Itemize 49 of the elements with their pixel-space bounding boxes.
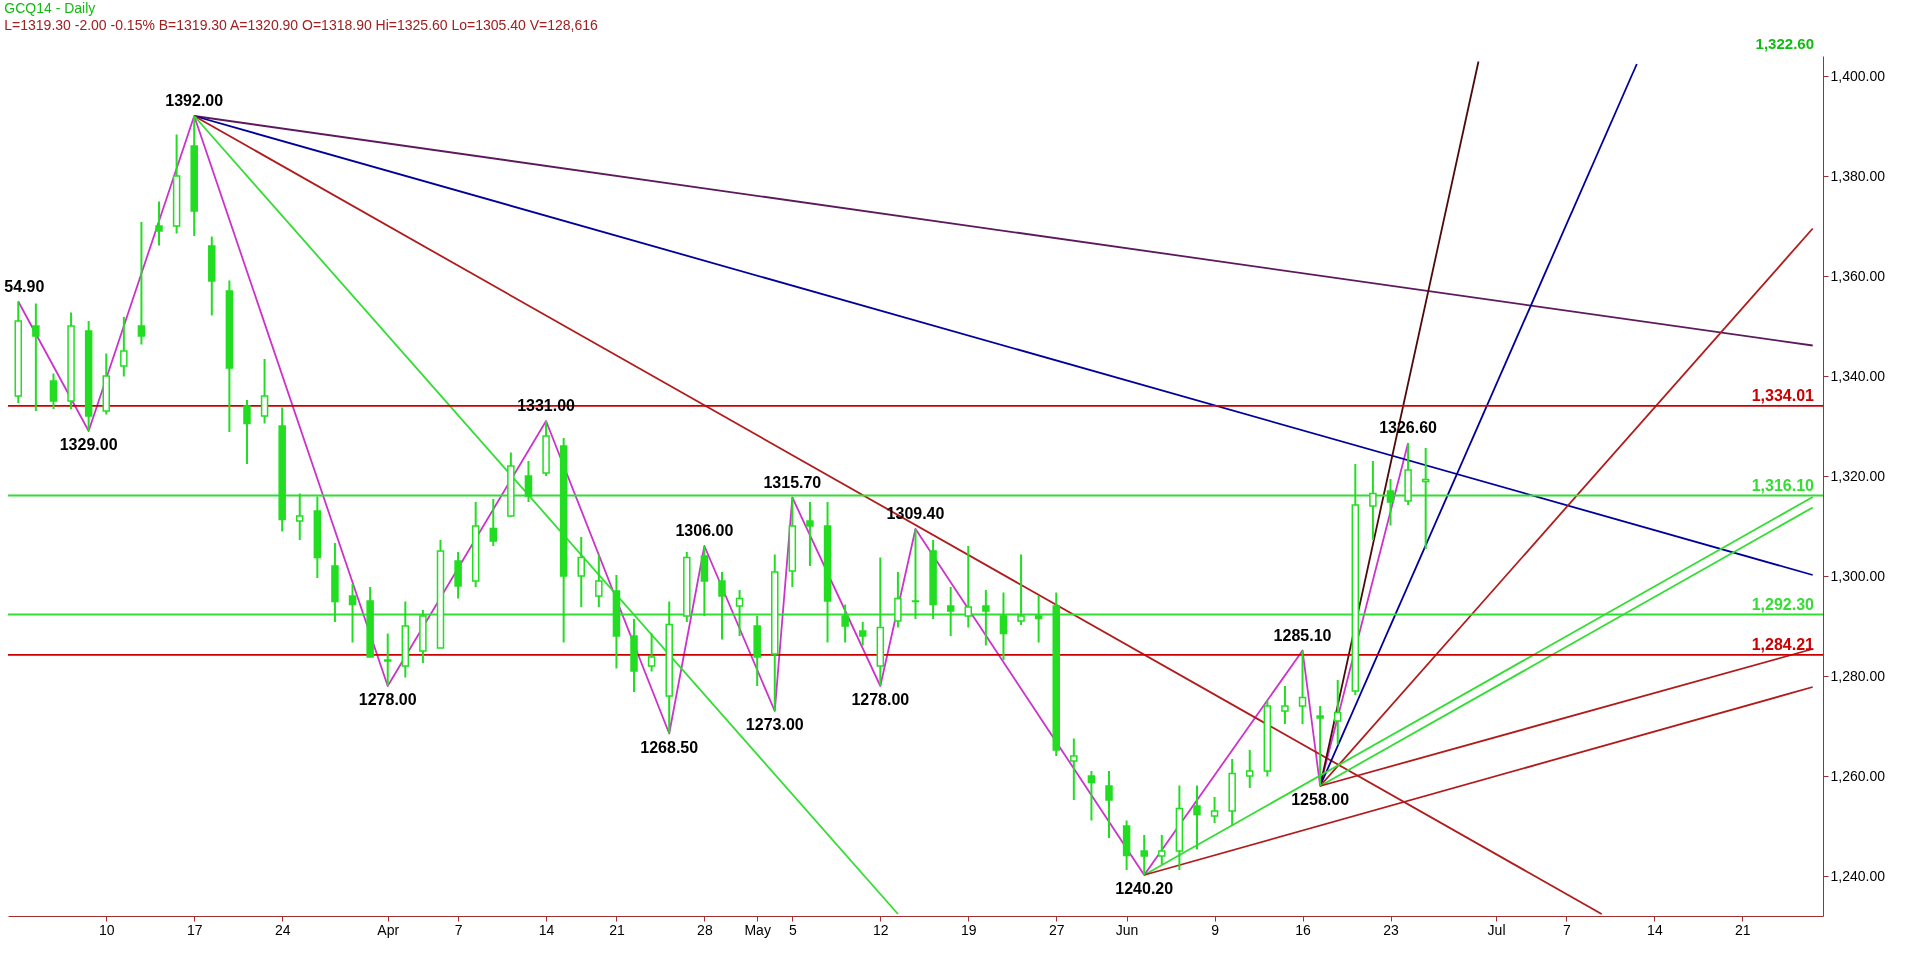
ref-line-label: 1,316.10 [1751, 476, 1815, 494]
annotation: 1392.00 [165, 92, 224, 109]
x-tick-label: 24 [274, 921, 291, 938]
annotation: 54.90 [4, 277, 45, 295]
chart-title: GCQ14 - Daily [4, 0, 96, 16]
annotation: 1278.00 [851, 691, 910, 708]
y-tick-label: 1,260.00 [1830, 767, 1886, 784]
annotation: 1268.50 [640, 738, 699, 756]
y-tick-label: 1,280.00 [1830, 667, 1886, 684]
y-tick-label: 1,400.00 [1830, 67, 1886, 84]
x-tick-label: Jun [1115, 921, 1139, 938]
x-tick-label: 21 [609, 921, 625, 938]
x-tick-label: 23 [1383, 921, 1399, 938]
annotation: 1285.10 [1273, 626, 1332, 644]
x-tick-label: May [744, 921, 771, 938]
y-tick-label: 1,380.00 [1830, 167, 1886, 184]
x-tick-label: 19 [960, 921, 977, 938]
text: 1,322.60 [1755, 35, 1814, 52]
ref-line-label: 1,284.21 [1751, 635, 1815, 653]
y-tick-label: 1,320.00 [1830, 467, 1886, 484]
x-tick-label: 21 [1735, 921, 1751, 938]
annotation: 1315.70 [763, 473, 822, 491]
y-tick-label: 1,300.00 [1830, 567, 1886, 584]
x-tick-label: 17 [186, 921, 203, 938]
ref-line-label: 1,292.30 [1751, 595, 1815, 613]
annotation: 1273.00 [745, 716, 804, 733]
y-tick-label: 1,340.00 [1830, 367, 1886, 384]
annotation: 1240.20 [1115, 880, 1174, 897]
x-tick-label: 16 [1295, 921, 1312, 938]
x-tick-label: Jul [1487, 921, 1506, 938]
annotation: 1258.00 [1291, 791, 1350, 808]
x-tick-label: Apr [377, 921, 400, 938]
x-tick-label: 9 [1211, 921, 1220, 938]
chart-subtitle: L=1319.30 -2.00 -0.15% B=1319.30 A=1320.90 O=1318.90 Hi=1325.60 Lo=1305.40 V=128,616 [4, 17, 599, 33]
x-tick-label: 5 [788, 921, 797, 938]
x-tick-label: 12 [873, 921, 889, 938]
annotation: 1329.00 [59, 436, 118, 453]
x-tick-label: 14 [538, 921, 555, 938]
x-tick-label: 14 [1647, 921, 1663, 938]
x-tick-label: 10 [98, 921, 115, 938]
ref-line-label: 1,334.01 [1751, 386, 1815, 404]
y-tick-label: 1,240.00 [1830, 867, 1886, 884]
x-tick-label: 27 [1048, 921, 1065, 938]
annotation: 1278.00 [358, 691, 417, 708]
x-tick-label: 7 [1563, 921, 1572, 938]
annotation: 1306.00 [675, 522, 734, 539]
x-tick-label: 28 [697, 921, 713, 938]
x-tick-label: 7 [454, 921, 463, 938]
y-tick-label: 1,360.00 [1830, 267, 1886, 284]
